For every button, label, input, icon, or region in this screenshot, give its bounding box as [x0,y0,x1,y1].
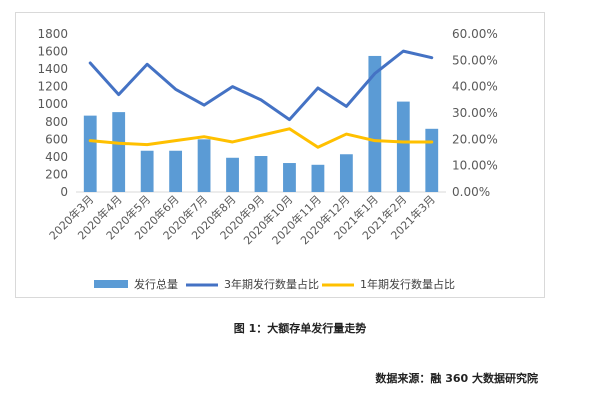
left-tick-label: 400 [45,150,68,164]
left-tick-label: 0 [60,185,68,199]
left-tick-label: 600 [45,132,68,146]
bar [112,112,126,192]
bar [169,150,183,192]
right-tick-label: 0.00% [452,185,490,199]
bar [396,101,410,192]
figure-caption: 图 1：大额存单发行量走势 [233,322,367,335]
bar [339,154,353,192]
chart-frame: 0 200 400 600 800 1000 1200 1400 1600 1800 0.00% 10… [15,12,545,298]
bar [83,115,97,192]
legend-label: 3年期发行数量占比 [224,277,319,291]
left-tick-label: 200 [45,167,68,181]
right-tick-label: 30.00% [452,106,498,120]
bar [425,128,439,192]
right-tick-label: 60.00% [452,27,498,41]
series-line [88,127,434,149]
legend-swatch-bar [94,280,128,288]
left-tick-label: 1000 [37,97,68,111]
data-source: 数据来源：融 360 大数据研究院 [375,372,538,385]
bar [311,164,325,192]
left-tick-label: 1400 [37,62,68,76]
combo-chart: 0 200 400 600 800 1000 1200 1400 1600 1800 0.00% 10… [37,27,498,291]
left-tick-label: 1800 [37,27,68,41]
bar [368,55,382,192]
left-tick-label: 1200 [37,80,68,94]
legend-label: 发行总量 [134,277,178,291]
bar [140,150,154,192]
left-tick-label: 1600 [37,45,68,59]
bar [226,157,239,192]
right-tick-label: 50.00% [452,53,498,67]
right-tick-label: 20.00% [452,132,498,146]
right-tick-label: 10.00% [452,159,498,173]
series-line [88,49,434,122]
bar [283,163,296,192]
legend-label: 1年期发行数量占比 [360,277,455,291]
left-tick-label: 800 [45,115,68,129]
bar [254,156,268,192]
bar [197,139,211,192]
right-tick-label: 40.00% [452,80,498,94]
